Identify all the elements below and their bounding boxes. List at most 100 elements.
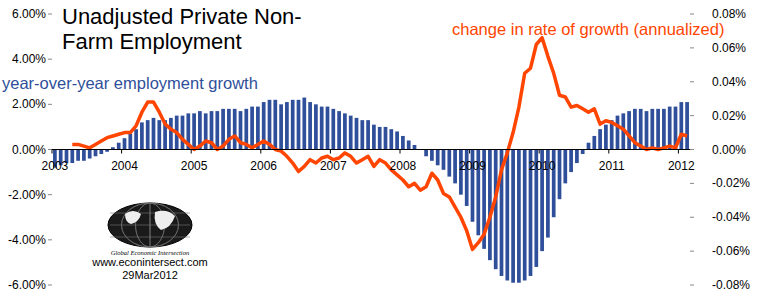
bar	[424, 150, 428, 157]
y-tick	[48, 104, 52, 105]
bar	[494, 150, 498, 270]
bar	[273, 100, 277, 150]
bar	[157, 120, 161, 149]
title: Unadjusted Private Non-Farm Employment	[62, 4, 317, 54]
bar	[384, 127, 388, 150]
bar	[337, 111, 341, 149]
bar	[94, 150, 98, 157]
bar	[436, 150, 440, 166]
bar	[442, 150, 446, 170]
x-tick-label: 2009	[459, 159, 486, 173]
x-tick-label: 2005	[181, 159, 208, 173]
bar	[656, 109, 660, 150]
y-tick	[48, 59, 52, 60]
logo-parallel	[110, 237, 190, 238]
y2-tick-label: 0.00%	[712, 143, 746, 157]
annotation: www.econintersect.com	[91, 256, 208, 268]
bar	[598, 129, 602, 149]
bar	[320, 107, 324, 150]
x-tick-label: 2012	[668, 159, 695, 173]
y2-tick	[690, 14, 694, 15]
y2-tick	[690, 183, 694, 184]
bar	[215, 111, 219, 149]
bar	[592, 136, 596, 150]
logo-land	[125, 211, 175, 230]
x-tick-label: 2006	[250, 159, 277, 173]
y2-tick	[690, 285, 694, 286]
bar	[134, 129, 138, 149]
y-tick-label: 6.00%	[12, 7, 46, 21]
bar	[291, 100, 295, 150]
bar	[685, 102, 689, 149]
x-axis	[52, 149, 690, 150]
bar	[360, 120, 364, 149]
x-tick	[539, 150, 540, 154]
bar	[152, 118, 156, 150]
y2-tick	[690, 251, 694, 252]
bar	[447, 150, 451, 177]
bar	[581, 150, 585, 155]
bar	[128, 134, 132, 150]
y-tick	[48, 194, 52, 195]
bar	[331, 109, 335, 150]
bar	[349, 116, 353, 150]
line	[72, 38, 687, 250]
y2-tick-label: 0.02%	[712, 109, 746, 123]
x-tick	[52, 150, 53, 154]
bar	[401, 136, 405, 150]
y-tick	[48, 149, 52, 150]
bar	[558, 150, 562, 200]
y-tick	[48, 239, 52, 240]
logo-parallel	[110, 213, 190, 214]
x-tick-label: 2003	[42, 159, 69, 173]
bar	[575, 150, 579, 164]
bar	[563, 150, 567, 184]
bar	[679, 102, 683, 149]
logo	[108, 203, 192, 247]
y2-tick	[690, 81, 694, 82]
logo-globe	[108, 203, 192, 247]
x-tick-label: 2008	[390, 159, 417, 173]
y2-tick-label: 0.06%	[712, 41, 746, 55]
bar	[366, 120, 370, 149]
bar	[285, 102, 289, 149]
bar	[314, 104, 318, 149]
y-tick	[48, 14, 52, 15]
x-tick	[400, 150, 401, 154]
y2-tick-label: -0.06%	[712, 244, 750, 258]
bar	[181, 116, 185, 150]
bar	[99, 150, 103, 155]
x-tick-label: 2007	[320, 159, 347, 173]
bar	[233, 109, 237, 150]
bar	[616, 116, 620, 150]
x-tick	[678, 150, 679, 154]
bar	[587, 143, 591, 150]
bar	[413, 145, 417, 150]
x-tick	[260, 150, 261, 154]
y-tick-label: -4.00%	[8, 233, 46, 247]
y-tick-label: 2.00%	[12, 97, 46, 111]
annotation: 29Mar2012	[122, 269, 178, 281]
bar	[88, 150, 92, 159]
y2-tick-label: -0.08%	[712, 278, 750, 292]
bar	[279, 104, 283, 149]
bar	[488, 150, 492, 261]
bar	[140, 122, 144, 149]
bar	[308, 102, 312, 149]
bar	[627, 111, 631, 149]
bar	[604, 125, 608, 150]
y-tick	[48, 285, 52, 286]
x-tick	[330, 150, 331, 154]
bar	[326, 107, 330, 150]
x-tick-label: 2010	[529, 159, 556, 173]
bar	[517, 150, 521, 283]
bar	[395, 131, 399, 149]
y2-tick	[690, 115, 694, 116]
bar	[297, 100, 301, 150]
bar	[343, 113, 347, 149]
bar	[668, 107, 672, 150]
series-label: change in rate of growth (annualized)	[452, 20, 724, 39]
bar	[505, 150, 509, 281]
bar	[523, 150, 527, 281]
x-tick-label: 2004	[111, 159, 138, 173]
